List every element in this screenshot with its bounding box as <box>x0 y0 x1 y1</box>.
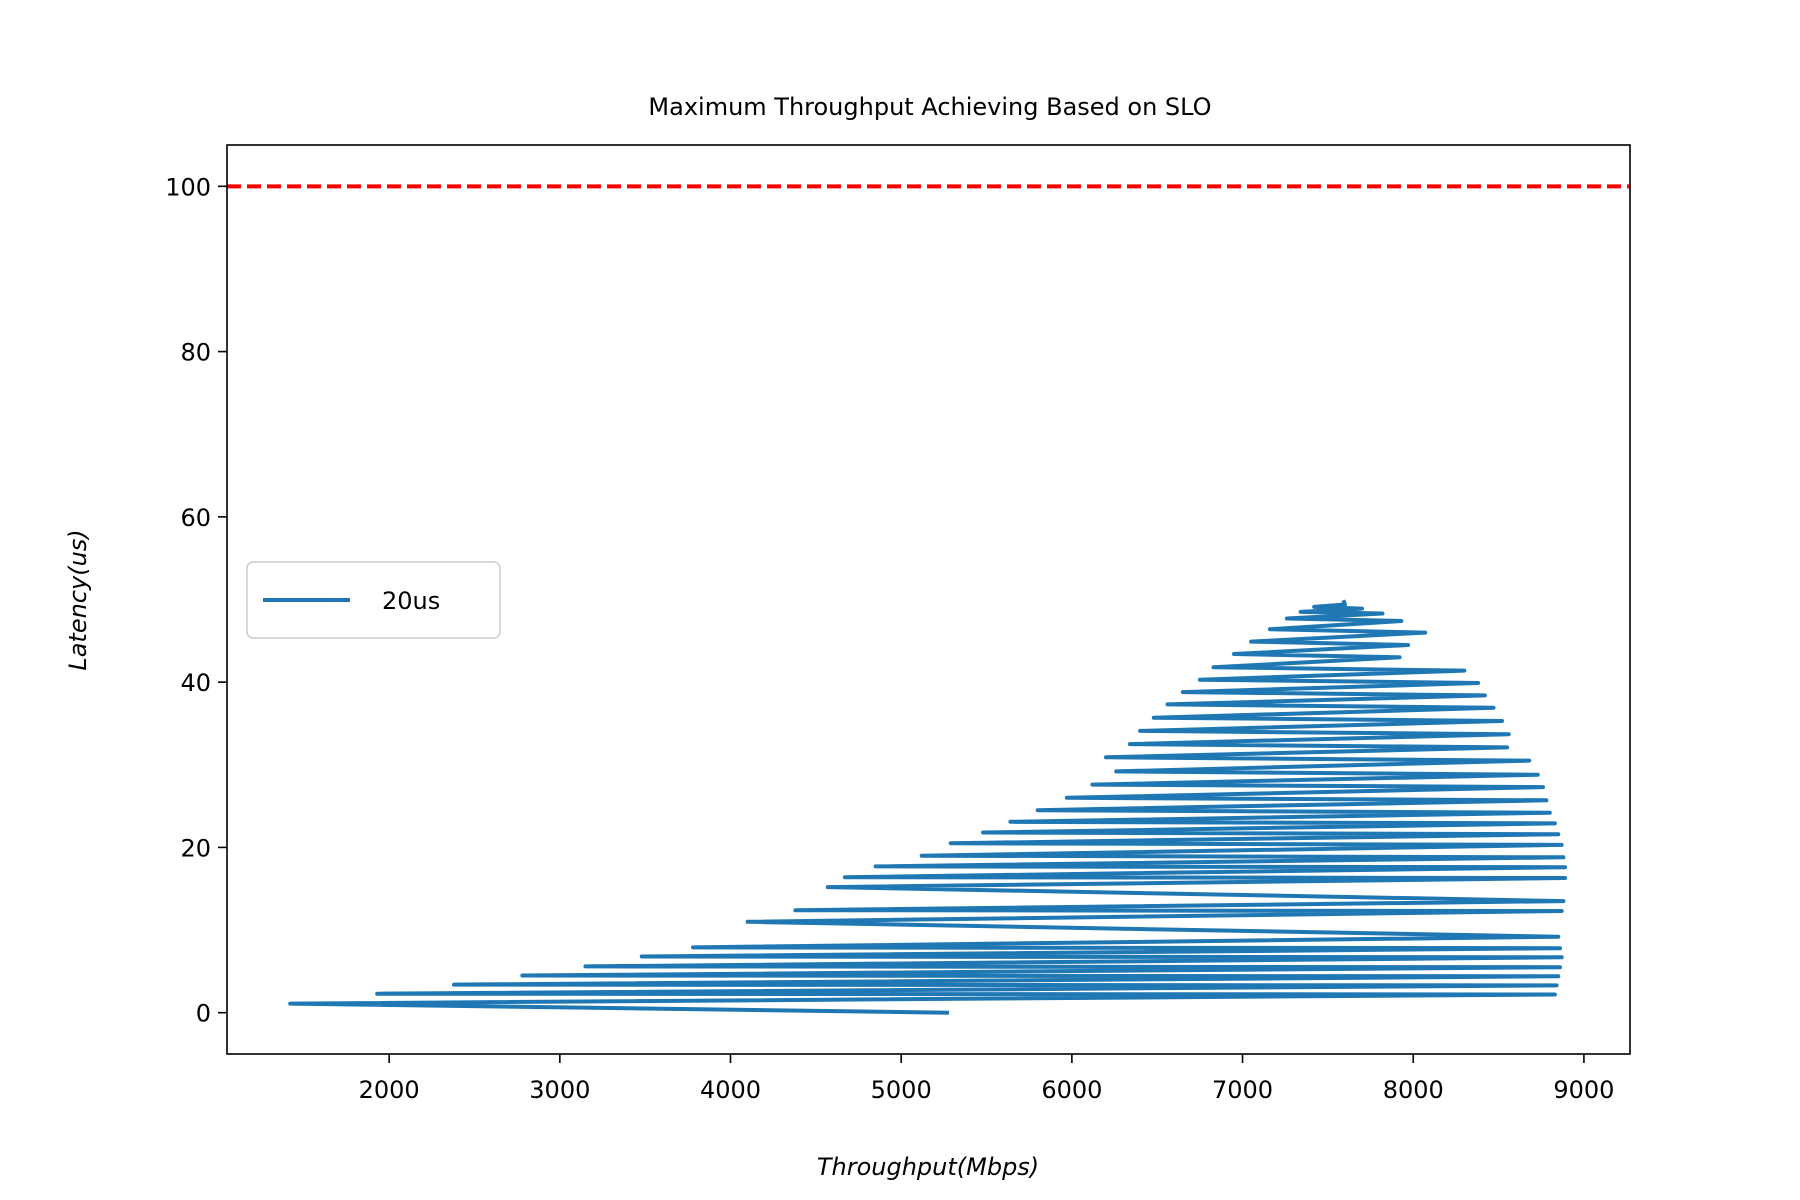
x-tick-label: 8000 <box>1383 1076 1444 1104</box>
plot-area <box>227 184 1630 1015</box>
x-tick-label: 7000 <box>1212 1076 1273 1104</box>
x-tick-label: 5000 <box>871 1076 932 1104</box>
axes-frame <box>226 144 1631 1055</box>
y-axis-label: Latency(us) <box>64 529 92 670</box>
y-tick-label: 20 <box>180 834 211 862</box>
y-tick-label: 100 <box>165 173 211 201</box>
legend-label: 20us <box>382 587 440 615</box>
series-line-0 <box>288 599 1568 1015</box>
legend-box <box>246 561 501 639</box>
x-axis-label: Throughput(Mbps) <box>817 1153 1039 1181</box>
x-axis-ticks: 2000 3000 4000 5000 6000 7000 8000 9000 <box>359 1054 1614 1104</box>
x-tick-label: 2000 <box>359 1076 420 1104</box>
x-tick-label: 6000 <box>1041 1076 1102 1104</box>
y-axis-ticks: 0 20 40 60 80 100 <box>165 173 227 1028</box>
chart-title: Maximum Throughput Achieving Based on SL… <box>648 93 1211 121</box>
x-tick-label: 9000 <box>1553 1076 1614 1104</box>
y-tick-label: 40 <box>180 669 211 697</box>
y-tick-label: 80 <box>180 339 211 367</box>
legend: 20us <box>246 561 501 639</box>
x-tick-label: 3000 <box>529 1076 590 1104</box>
x-tick-label: 4000 <box>700 1076 761 1104</box>
y-tick-label: 0 <box>196 1000 211 1028</box>
y-tick-label: 60 <box>180 504 211 532</box>
